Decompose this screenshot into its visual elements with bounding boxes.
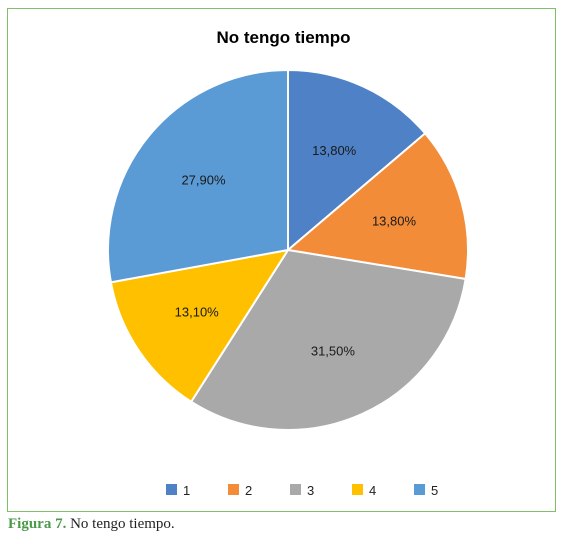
slice-labels: 13,80% 13,80% 31,50% 13,10% 27,90% [175, 143, 417, 358]
legend-label-5: 5 [431, 483, 438, 498]
chart-title: No tengo tiempo [216, 28, 351, 47]
data-label-4: 13,10% [175, 304, 220, 319]
legend: 1 2 3 4 5 [166, 483, 438, 498]
pie-slice-1 [287, 68, 427, 253]
data-label-3: 31,50% [311, 343, 356, 358]
legend-swatch-3 [290, 484, 301, 495]
pie-slice-4 [109, 248, 291, 404]
legend-label-1: 1 [183, 483, 190, 498]
data-label-5: 27,90% [181, 173, 226, 188]
legend-swatch-4 [352, 484, 363, 495]
pie-slice-2 [285, 132, 469, 281]
legend-label-4: 4 [369, 483, 376, 498]
legend-swatch-5 [414, 484, 425, 495]
figure-caption: Figura 7. No tengo tiempo. [8, 516, 175, 533]
caption-label: Figura 7. [8, 516, 67, 532]
legend-label-3: 3 [307, 483, 314, 498]
data-label-1: 13,80% [312, 143, 357, 158]
pie-slices [106, 68, 469, 431]
legend-label-2: 2 [245, 483, 252, 498]
pie-slice-5 [106, 68, 289, 284]
legend-swatch-2 [228, 484, 239, 495]
caption-text: No tengo tiempo. [66, 516, 175, 532]
legend-swatch-1 [166, 484, 177, 495]
data-label-2: 13,80% [372, 214, 417, 229]
